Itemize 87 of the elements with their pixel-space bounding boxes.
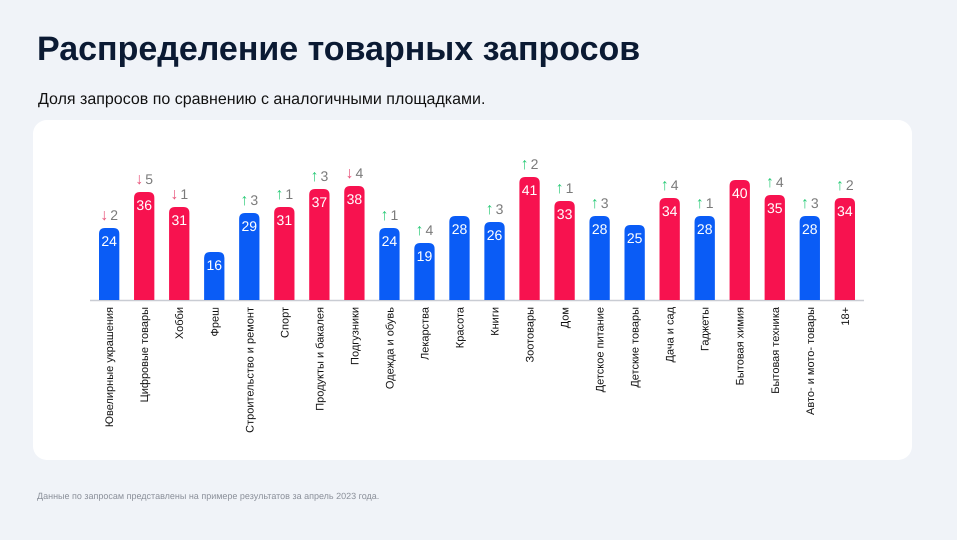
annotation: ↑4 xyxy=(660,177,679,194)
bar xyxy=(344,186,365,300)
annotation: ↓2 xyxy=(100,207,118,224)
bar xyxy=(694,216,715,300)
annotation: ↑3 xyxy=(800,195,819,212)
chart-title: Распределение товарных запросов xyxy=(37,30,640,68)
data-label: 31 xyxy=(276,212,292,228)
x-tick-label: Фреш xyxy=(209,306,222,336)
data-label: 38 xyxy=(346,191,362,207)
bar xyxy=(169,207,190,300)
data-label: 36 xyxy=(136,197,152,213)
data-label: 28 xyxy=(592,221,608,237)
annotation: ↓5 xyxy=(135,171,154,188)
x-tick-label: Детские товары xyxy=(630,306,642,388)
bar xyxy=(519,177,540,300)
x-tick-label: Одежда и обувь xyxy=(384,306,396,390)
bar xyxy=(414,243,435,300)
bar xyxy=(379,228,400,300)
bar xyxy=(134,192,154,300)
x-tick-label: Авто- и мото- товары xyxy=(804,306,817,415)
annotation: ↑1 xyxy=(556,180,574,197)
x-tick-label: Спорт xyxy=(279,307,292,338)
x-tick-label: Строительство и ремонт xyxy=(244,307,256,433)
bar xyxy=(239,213,260,300)
bar xyxy=(204,252,224,300)
data-label: 25 xyxy=(626,230,643,246)
data-label: 34 xyxy=(837,203,853,219)
bar xyxy=(589,216,610,300)
text: Данные по запросам представлены на примере результатов за апрель 2023 года. xyxy=(37,491,380,501)
bar xyxy=(730,180,750,300)
data-label: 33 xyxy=(556,206,573,222)
data-label: 31 xyxy=(171,212,188,228)
x-tick-label: Бытовая химия xyxy=(734,306,747,386)
bar xyxy=(834,198,855,300)
annotation: ↑2 xyxy=(836,177,854,194)
bar xyxy=(764,195,785,300)
data-label: 34 xyxy=(662,203,678,219)
annotation: ↑2 xyxy=(520,156,539,173)
data-label: 28 xyxy=(452,221,468,237)
data-label: 26 xyxy=(486,227,503,243)
bar xyxy=(309,189,330,300)
bar xyxy=(624,225,645,300)
x-tick-label: Дача и сад xyxy=(664,306,677,362)
x-tick-label: Лекарства xyxy=(419,306,432,360)
bar xyxy=(484,222,505,300)
x-tick-label: Гаджеты xyxy=(700,306,712,351)
annotation: ↑1 xyxy=(380,207,399,224)
annotation: ↓1 xyxy=(170,186,188,203)
annotation: ↑4 xyxy=(766,174,784,191)
bar xyxy=(554,201,575,300)
bar xyxy=(800,216,820,300)
annotation: ↑3 xyxy=(590,195,609,212)
bar xyxy=(449,216,470,300)
x-tick-label: Зоотовары xyxy=(524,306,537,363)
annotation: ↑3 xyxy=(310,168,328,185)
x-tick-label: Ювелирные украшения xyxy=(104,306,116,428)
bar xyxy=(99,228,120,300)
data-label: 24 xyxy=(382,233,398,249)
annotation: ↑3 xyxy=(240,192,258,209)
annotation: ↑3 xyxy=(486,201,504,218)
x-tick-label: 18+ xyxy=(840,307,852,326)
annotation: ↑4 xyxy=(416,222,434,239)
data-label: 28 xyxy=(802,221,818,237)
annotation: ↓4 xyxy=(345,165,364,182)
data-label: 19 xyxy=(416,248,432,264)
data-label: 41 xyxy=(522,182,538,198)
x-tick-label: Дом xyxy=(560,307,572,328)
data-label: 24 xyxy=(101,233,118,249)
annotation: ↑1 xyxy=(275,186,294,203)
x-tick-label: Продукты и бакалея xyxy=(314,306,326,411)
x-tick-label: Подгузники xyxy=(349,307,362,365)
x-tick-label: Бытовая техника xyxy=(770,306,782,394)
x-tick-label: Цифровые товары xyxy=(139,306,152,402)
bar xyxy=(660,198,680,300)
bar xyxy=(274,207,294,300)
data-label: 37 xyxy=(312,194,328,210)
data-label: 35 xyxy=(766,200,783,216)
data-label: 28 xyxy=(696,221,713,237)
data-label: 29 xyxy=(242,218,258,234)
x-tick-label: Красота xyxy=(454,306,466,348)
data-label: 16 xyxy=(206,257,222,273)
annotation: ↑1 xyxy=(696,195,714,212)
x-tick-label: Хобби xyxy=(174,307,186,340)
x-tick-label: Книги xyxy=(490,307,502,336)
data-label: 40 xyxy=(732,185,748,201)
x-tick-label: Детское питание xyxy=(594,307,607,392)
chart-subtitle: Доля запросов по сравнению с аналогичными площадками. xyxy=(38,91,486,108)
